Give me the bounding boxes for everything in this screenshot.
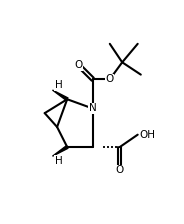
Text: OH: OH (139, 130, 155, 140)
Text: O: O (106, 74, 114, 84)
Text: O: O (116, 165, 124, 175)
Polygon shape (52, 146, 68, 156)
Polygon shape (52, 90, 68, 101)
Text: H: H (55, 156, 63, 166)
Text: O: O (75, 60, 83, 70)
Text: H: H (55, 80, 63, 90)
Text: N: N (89, 103, 97, 114)
